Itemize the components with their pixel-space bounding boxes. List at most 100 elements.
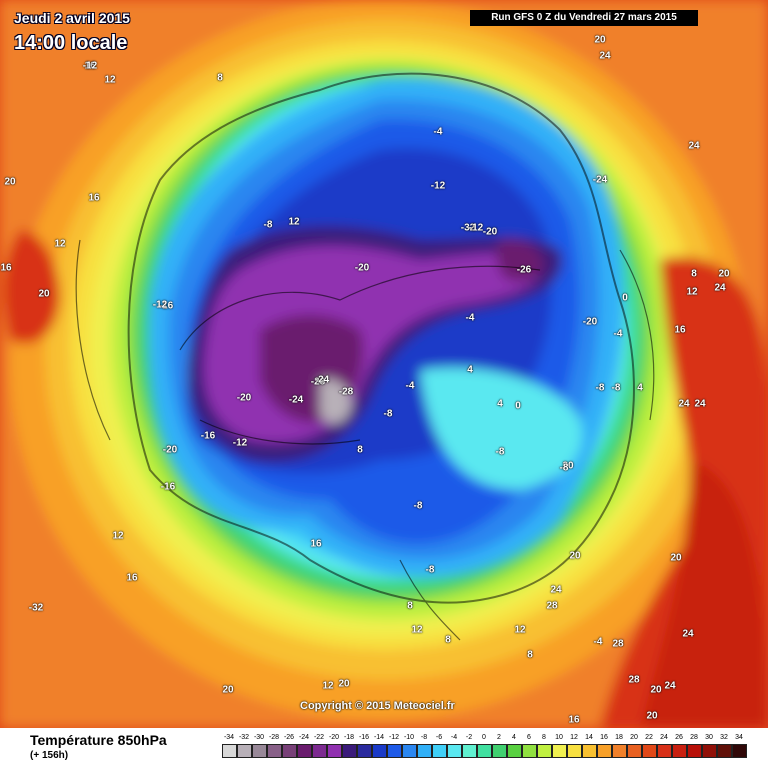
isotherm-label: -24 — [592, 174, 608, 186]
isotherm-label: 28 — [628, 674, 640, 686]
isotherm-label: 12 — [54, 238, 66, 250]
isotherm-label: 16 — [310, 538, 322, 550]
scale-swatch — [552, 744, 567, 758]
isotherm-label: -28 — [310, 376, 326, 388]
isotherm-label: 8 — [445, 634, 451, 646]
isotherm-label: 20 — [594, 34, 606, 46]
isotherm-label: 12 — [411, 624, 423, 636]
scale-swatch — [432, 744, 447, 758]
forecast-time: 14:00 locale — [14, 32, 128, 54]
scale-swatch — [237, 744, 252, 758]
isotherm-label: 4 — [467, 364, 473, 376]
isotherm-label: 20 — [718, 268, 730, 280]
isotherm-label: -12 — [82, 60, 98, 72]
isotherm-label: -12 — [232, 437, 248, 449]
scale-tick-label: 30 — [705, 734, 713, 741]
isotherm-label: -12 — [152, 299, 168, 311]
scale-tick-label: 10 — [555, 734, 563, 741]
isotherm-label: 20 — [670, 552, 682, 564]
isotherm-label: -8 — [425, 564, 435, 576]
scale-tick-label: 24 — [660, 734, 668, 741]
color-scale: -34 -32 -30 -28 -26 -24 -22 -20 -18 -16 -14 -12 -10-… — [222, 734, 752, 762]
scale-swatch — [327, 744, 342, 758]
isotherm-label: -8 — [595, 382, 605, 394]
scale-swatch — [522, 744, 537, 758]
temperature-fill — [0, 0, 768, 728]
scale-tick-label: 28 — [690, 734, 698, 741]
scale-tick-label: -8 — [420, 734, 428, 741]
isotherm-label: -20 — [482, 226, 498, 238]
scale-tick-label: 2 — [497, 734, 501, 741]
forecast-offset: (+ 156h) — [30, 750, 69, 761]
isotherm-label: 24 — [694, 398, 706, 410]
scale-swatch — [312, 744, 327, 758]
isotherm-label: -8 — [495, 446, 505, 458]
scale-swatch — [537, 744, 552, 758]
scale-swatch — [597, 744, 612, 758]
scale-swatch — [297, 744, 312, 758]
scale-tick-label: -30 — [253, 734, 265, 741]
isotherm-label: 12 — [514, 624, 526, 636]
isotherm-label: 20 — [646, 710, 658, 722]
isotherm-label: 24 — [678, 398, 690, 410]
isotherm-label: 12 — [112, 530, 124, 542]
copyright: Copyright © 2015 Meteociel.fr — [300, 700, 455, 712]
isotherm-label: 20 — [569, 550, 581, 562]
scale-swatch — [252, 744, 267, 758]
isotherm-label: -4 — [465, 312, 475, 324]
isotherm-label: 8 — [217, 72, 223, 84]
isotherm-label: -28 — [338, 386, 354, 398]
scale-swatch — [222, 744, 237, 758]
scale-tick-label: -26 — [283, 734, 295, 741]
isotherm-label: -16 — [160, 481, 176, 493]
isotherm-label: 24 — [688, 140, 700, 152]
scale-tick-label: 16 — [600, 734, 608, 741]
scale-swatch — [717, 744, 732, 758]
isotherm-label: -4 — [405, 380, 415, 392]
map-title: Température 850hPa — [30, 732, 167, 748]
scale-swatch — [642, 744, 657, 758]
isotherm-label: 20 — [650, 684, 662, 696]
isotherm-label: 8 — [691, 268, 697, 280]
isotherm-label: 24 — [550, 584, 562, 596]
isotherm-label: 16 — [88, 192, 100, 204]
scale-swatch — [462, 744, 477, 758]
isotherm-label: -8 — [611, 382, 621, 394]
scale-tick-label: -32 — [238, 734, 250, 741]
scale-tick-label: 22 — [645, 734, 653, 741]
isotherm-label: 12 — [288, 216, 300, 228]
forecast-date: Jeudi 2 avril 2015 — [14, 10, 130, 26]
isotherm-label: 12 — [104, 74, 116, 86]
isotherm-label: -12 — [430, 180, 446, 192]
isotherm-label: -16 — [158, 300, 174, 312]
scale-swatch — [477, 744, 492, 758]
isotherm-label: 8 — [357, 444, 363, 456]
scale-tick-label: -14 — [373, 734, 385, 741]
isotherm-label: -8 — [559, 462, 569, 474]
scale-tick-label: 0 — [482, 734, 486, 741]
isotherm-label: -24 — [288, 394, 304, 406]
scale-swatch — [732, 744, 747, 758]
scale-tick-label: -12 — [388, 734, 400, 741]
isotherm-label: 20 — [38, 288, 50, 300]
isotherm-label: 20 — [222, 684, 234, 696]
isotherm-label: -12 — [468, 222, 484, 234]
scale-tick-label: 18 — [615, 734, 623, 741]
isotherm-label: 24 — [599, 50, 611, 62]
isotherm-label: -20 — [582, 316, 598, 328]
scale-swatch — [627, 744, 642, 758]
isotherm-label: -4 — [433, 126, 443, 138]
isotherm-label: -16 — [200, 430, 216, 442]
map-canvas — [0, 0, 768, 728]
scale-tick-label: -34 — [223, 734, 235, 741]
scale-swatch — [357, 744, 372, 758]
legend-footer: Température 850hPa (+ 156h) -34 -32 -30 -28… — [0, 728, 768, 768]
isotherm-label: 4 — [497, 398, 503, 410]
isotherm-label: 8 — [527, 649, 533, 661]
isotherm-label: 0 — [622, 292, 628, 304]
scale-swatch — [612, 744, 627, 758]
scale-tick-label: -4 — [450, 734, 458, 741]
scale-swatch — [687, 744, 702, 758]
isotherm-label: 24 — [714, 282, 726, 294]
scale-tick-label: -10 — [403, 734, 415, 741]
